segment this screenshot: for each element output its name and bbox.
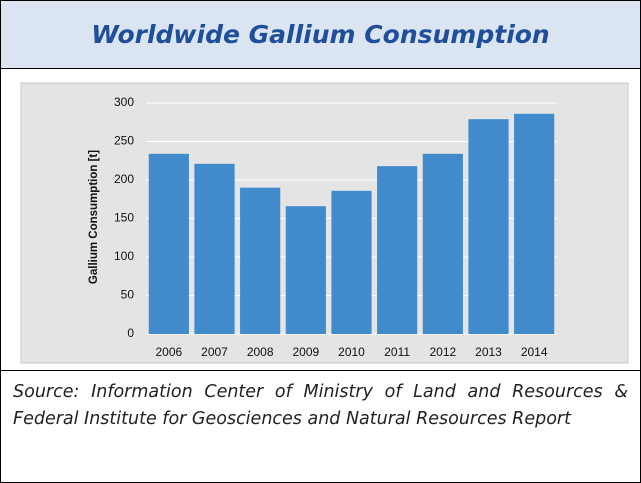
x-tick-label: 2012 xyxy=(429,345,456,359)
y-tick-label: 50 xyxy=(121,288,135,302)
bar xyxy=(194,163,235,334)
bar xyxy=(331,190,372,334)
bar xyxy=(422,153,463,334)
y-tick-label: 0 xyxy=(127,326,134,340)
y-tick-label: 100 xyxy=(114,249,134,263)
x-tick-label: 2007 xyxy=(201,345,228,359)
x-tick-label: 2009 xyxy=(292,345,319,359)
y-tick-label: 150 xyxy=(114,211,134,225)
bar xyxy=(468,119,509,334)
y-tick-label: 200 xyxy=(114,172,134,186)
bar xyxy=(285,206,326,334)
x-tick-label: 2010 xyxy=(338,345,365,359)
x-tick-label: 2014 xyxy=(521,345,548,359)
x-tick-label: 2013 xyxy=(475,345,502,359)
source-note: Source: Information Center of Ministry o… xyxy=(13,382,628,429)
bar xyxy=(240,187,281,334)
chart-box: Gallium Consumption [t] 0 50 100 150 200 250 3… xyxy=(1,69,640,371)
y-axis-label: Gallium Consumption [t] xyxy=(88,150,100,284)
x-tick-label: 2011 xyxy=(384,345,410,359)
bar xyxy=(148,153,189,334)
chart: Gallium Consumption [t] 0 50 100 150 200 250 3… xyxy=(20,82,629,364)
bar xyxy=(514,113,555,334)
chart-title: Worldwide Gallium Consumption xyxy=(91,20,550,49)
y-tick-label: 250 xyxy=(114,134,134,148)
y-tick-label: 300 xyxy=(114,95,134,109)
bar xyxy=(377,166,418,334)
x-tick-label: 2008 xyxy=(247,345,274,359)
header: Worldwide Gallium Consumption xyxy=(1,1,640,69)
x-tick-label: 2006 xyxy=(155,345,182,359)
